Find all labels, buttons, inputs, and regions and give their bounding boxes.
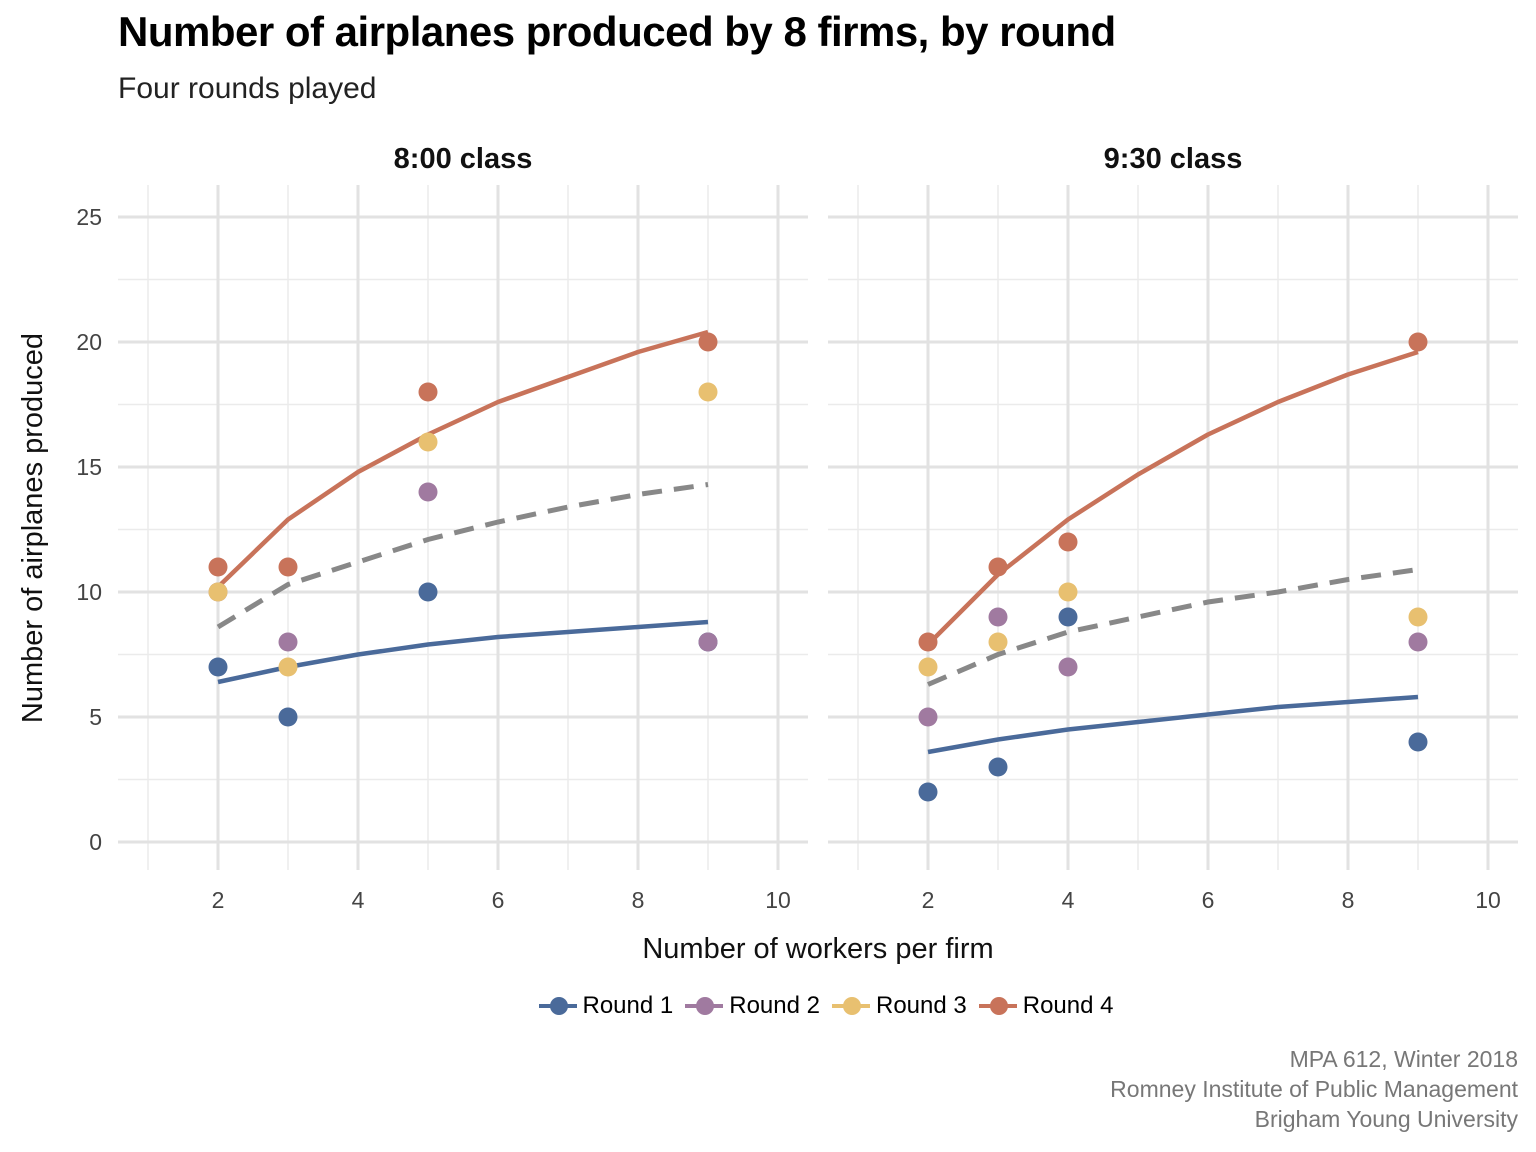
- data-point-round-1: [1058, 607, 1078, 627]
- legend-label: Round 2: [729, 992, 820, 1019]
- data-point-round-3: [698, 382, 718, 402]
- legend-key-icon: [538, 994, 577, 1018]
- data-point-round-4: [278, 557, 298, 577]
- y-tick-label: 15: [76, 454, 102, 480]
- data-point-round-2: [1058, 657, 1078, 677]
- fit-line-round-4: [216, 329, 709, 589]
- fit-line-round-1: [217, 619, 709, 685]
- panel-title: 8:00 class: [394, 143, 533, 175]
- overall-fit-line: [927, 567, 1419, 687]
- legend-key-icon: [978, 994, 1017, 1018]
- legend-item: Round 1: [538, 992, 674, 1020]
- data-point-round-4: [208, 557, 228, 577]
- data-point-round-4: [1058, 532, 1078, 552]
- legend-dot: [843, 997, 861, 1015]
- data-point-round-1: [918, 782, 938, 802]
- data-point-round-1: [988, 757, 1008, 777]
- caption-line: Brigham Young University: [1254, 1106, 1518, 1132]
- legend-item: Round 3: [832, 992, 967, 1020]
- x-tick-label: 10: [765, 887, 791, 913]
- data-point-round-2: [698, 632, 718, 652]
- data-point-round-2: [278, 632, 298, 652]
- caption: MPA 612, Winter 2018 Romney Institute of…: [1110, 1044, 1518, 1134]
- legend-dot: [549, 997, 568, 1015]
- data-point-round-3: [1058, 582, 1078, 602]
- x-tick-label: 4: [352, 887, 365, 913]
- y-tick-label: 25: [76, 204, 102, 230]
- panel-title: 9:30 class: [1104, 143, 1243, 175]
- x-tick-label: 4: [1062, 887, 1075, 913]
- legend-label: Round 3: [876, 992, 967, 1019]
- data-point-round-3: [918, 657, 938, 677]
- y-tick-label: 10: [76, 579, 102, 605]
- y-tick-label: 20: [76, 329, 102, 355]
- data-point-round-3: [988, 632, 1008, 652]
- fit-line-round-4: [926, 349, 1419, 647]
- data-point-round-4: [418, 382, 438, 402]
- y-tick-label: 5: [89, 704, 102, 730]
- data-point-round-3: [278, 657, 298, 677]
- legend-dot: [696, 997, 715, 1015]
- data-point-round-3: [208, 582, 228, 602]
- x-tick-label: 8: [1342, 887, 1355, 913]
- y-axis-label: Number of airplanes produced: [17, 333, 49, 723]
- caption-line: Romney Institute of Public Management: [1110, 1076, 1518, 1102]
- data-point-round-1: [208, 657, 228, 677]
- legend-label: Round 1: [582, 992, 674, 1019]
- legend-dot: [989, 997, 1008, 1015]
- x-tick-label: 6: [492, 887, 505, 913]
- legend-item: Round 4: [978, 992, 1114, 1020]
- data-point-round-2: [918, 707, 938, 727]
- data-point-round-4: [918, 632, 938, 652]
- legend-label: Round 4: [1022, 992, 1114, 1019]
- data-point-round-1: [1408, 732, 1428, 752]
- data-point-round-1: [418, 582, 438, 602]
- data-point-round-4: [698, 332, 718, 352]
- legend-key-icon: [685, 994, 724, 1018]
- x-tick-label: 6: [1202, 887, 1215, 913]
- data-point-round-1: [278, 707, 298, 727]
- data-point-round-2: [418, 482, 438, 502]
- chart-title: Number of airplanes produced by 8 firms,…: [118, 8, 1116, 55]
- data-point-round-3: [1408, 607, 1428, 627]
- x-axis-label: Number of workers per firm: [642, 933, 993, 965]
- data-point-round-4: [1408, 332, 1428, 352]
- x-tick-label: 2: [922, 887, 935, 913]
- chart-subtitle: Four rounds played: [118, 72, 377, 105]
- caption-line: MPA 612, Winter 2018: [1289, 1046, 1518, 1072]
- legend-key-icon: [832, 994, 870, 1018]
- legend: Round 1 Round 2 Round 3 Round 4: [0, 992, 1536, 1020]
- overall-fit-line: [216, 482, 709, 630]
- y-tick-label: 0: [89, 829, 102, 855]
- data-point-round-4: [988, 557, 1008, 577]
- data-point-round-2: [988, 607, 1008, 627]
- data-point-round-3: [418, 432, 438, 452]
- x-tick-label: 2: [212, 887, 225, 913]
- fit-line-round-1: [927, 694, 1419, 755]
- x-tick-label: 10: [1475, 887, 1501, 913]
- data-point-round-2: [1408, 632, 1428, 652]
- x-tick-label: 8: [632, 887, 645, 913]
- legend-item: Round 2: [685, 992, 820, 1020]
